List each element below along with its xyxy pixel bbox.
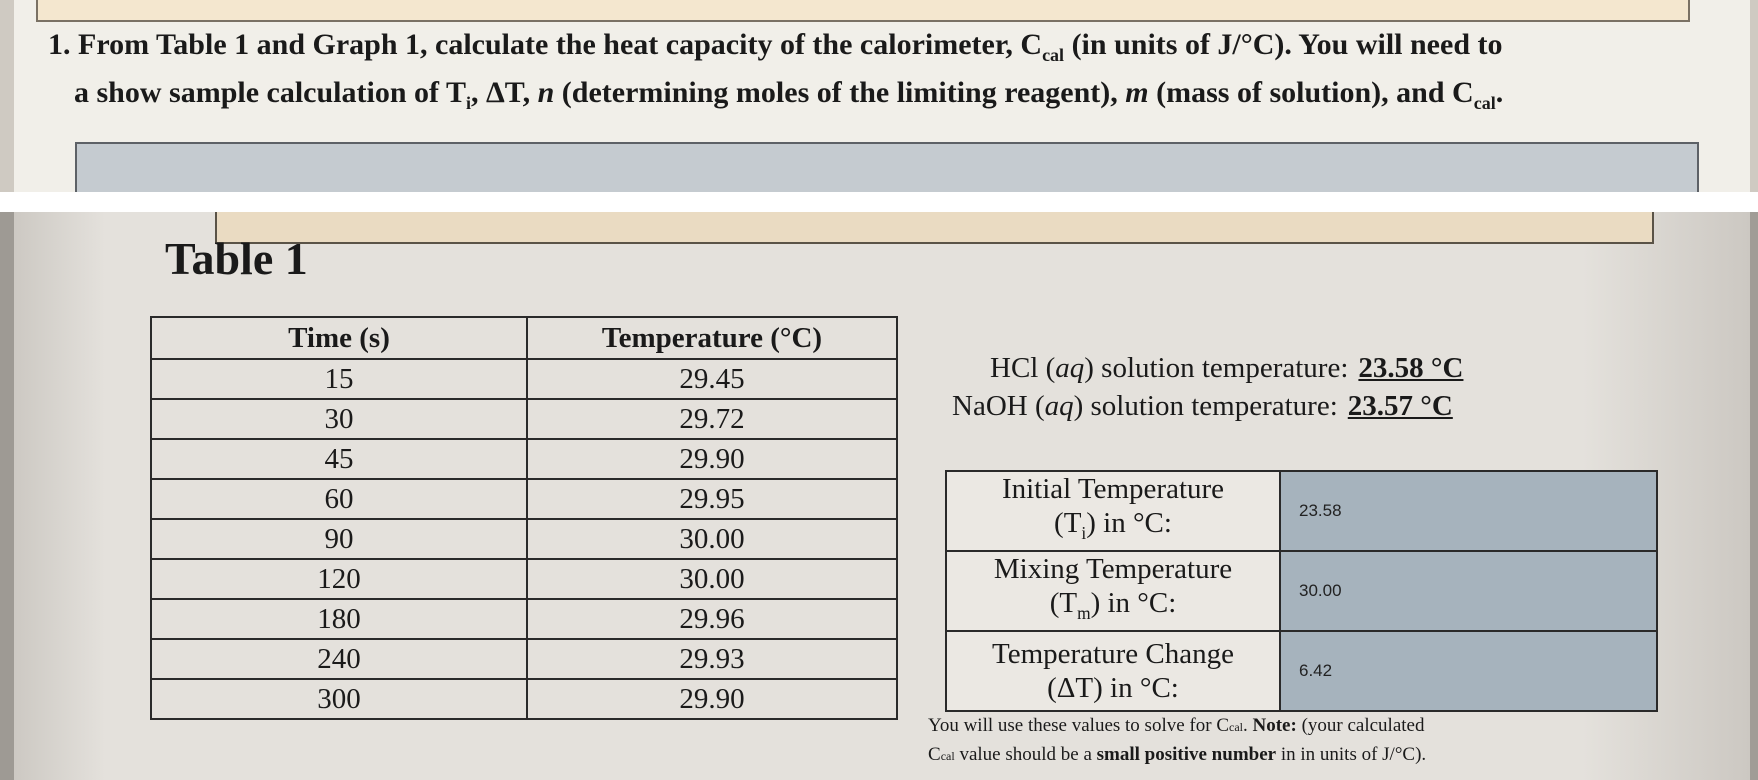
table-row: 240 29.93 [150, 638, 898, 680]
temperature-cell: 29.90 [526, 438, 898, 480]
previous-answer-box [36, 0, 1690, 22]
photo-edge-right [1750, 0, 1758, 192]
temperature-cell: 29.90 [526, 678, 898, 720]
time-temperature-table: Time (s) Temperature (°C) 15 29.45 30 29.7… [150, 316, 898, 720]
temperature-cell: 30.00 [526, 558, 898, 600]
mixing-temperature-input[interactable]: 30.00 [1279, 550, 1658, 632]
time-cell: 120 [150, 558, 528, 600]
temperature-cell: 30.00 [526, 518, 898, 560]
photo-edge-left [0, 0, 14, 192]
table-header-row: Time (s) Temperature (°C) [150, 316, 898, 360]
temperature-cell: 29.93 [526, 638, 898, 680]
temperature-change-label: Temperature Change (ΔT) in °C: [945, 630, 1281, 712]
temperature-header: Temperature (°C) [526, 316, 898, 360]
image-divider [0, 192, 1758, 212]
table-row: 120 30.00 [150, 558, 898, 600]
initial-temperature-label: Initial Temperature (Ti) in °C: [945, 470, 1281, 552]
time-cell: 90 [150, 518, 528, 560]
table-row: 15 29.45 [150, 358, 898, 400]
temperature-change-input[interactable]: 6.42 [1279, 630, 1658, 712]
time-cell: 60 [150, 478, 528, 520]
temperature-summary-table: Initial Temperature (Ti) in °C: 23.58 Mix… [945, 470, 1658, 712]
table-row: 90 30.00 [150, 518, 898, 560]
note-text: You will use these values to solve for C… [928, 715, 1427, 765]
table-row: 30 29.72 [150, 398, 898, 440]
temperature-cell: 29.45 [526, 358, 898, 400]
question-line-2: a show sample calculation of Ti, ΔT, n (… [74, 76, 1504, 113]
question-text: 1. From Table 1 and Graph 1, calculate t… [48, 26, 1688, 122]
mixing-temperature-label: Mixing Temperature (Tm) in °C: [945, 550, 1281, 632]
photo-edge-left [0, 212, 14, 780]
initial-temperature-input[interactable]: 23.58 [1279, 470, 1658, 552]
photo-edge-right [1750, 212, 1758, 780]
naoh-temperature-value: 23.57 °C [1347, 390, 1453, 422]
hcl-temperature-value: 23.58 °C [1358, 352, 1464, 384]
temperature-cell: 29.96 [526, 598, 898, 640]
table-row: 45 29.90 [150, 438, 898, 480]
time-cell: 240 [150, 638, 528, 680]
table-row: Mixing Temperature (Tm) in °C: 30.00 [945, 550, 1658, 632]
time-cell: 300 [150, 678, 528, 720]
time-cell: 30 [150, 398, 528, 440]
question-section: 1. From Table 1 and Graph 1, calculate t… [0, 0, 1758, 196]
table-row: 60 29.95 [150, 478, 898, 520]
table-title: Table 1 [165, 233, 308, 284]
temperature-cell: 29.95 [526, 478, 898, 520]
answer-input-box[interactable] [75, 142, 1699, 196]
time-header: Time (s) [150, 316, 528, 360]
naoh-temperature-line: NaOH (aq) solution temperature: 23.57 °C [952, 390, 1453, 422]
table-row: 300 29.90 [150, 678, 898, 720]
temperature-cell: 29.72 [526, 398, 898, 440]
time-cell: 45 [150, 438, 528, 480]
hcl-temperature-line: HCl (aq) solution temperature: 23.58 °C [990, 352, 1464, 384]
time-cell: 180 [150, 598, 528, 640]
time-cell: 15 [150, 358, 528, 400]
previous-answer-box [215, 212, 1654, 244]
table-row: 180 29.96 [150, 598, 898, 640]
table-row: Temperature Change (ΔT) in °C: 6.42 [945, 630, 1658, 712]
table-row: Initial Temperature (Ti) in °C: 23.58 [945, 470, 1658, 552]
table-section: Table 1 Time (s) Temperature (°C) 15 29.4… [0, 212, 1758, 780]
question-number: 1. [48, 28, 71, 61]
